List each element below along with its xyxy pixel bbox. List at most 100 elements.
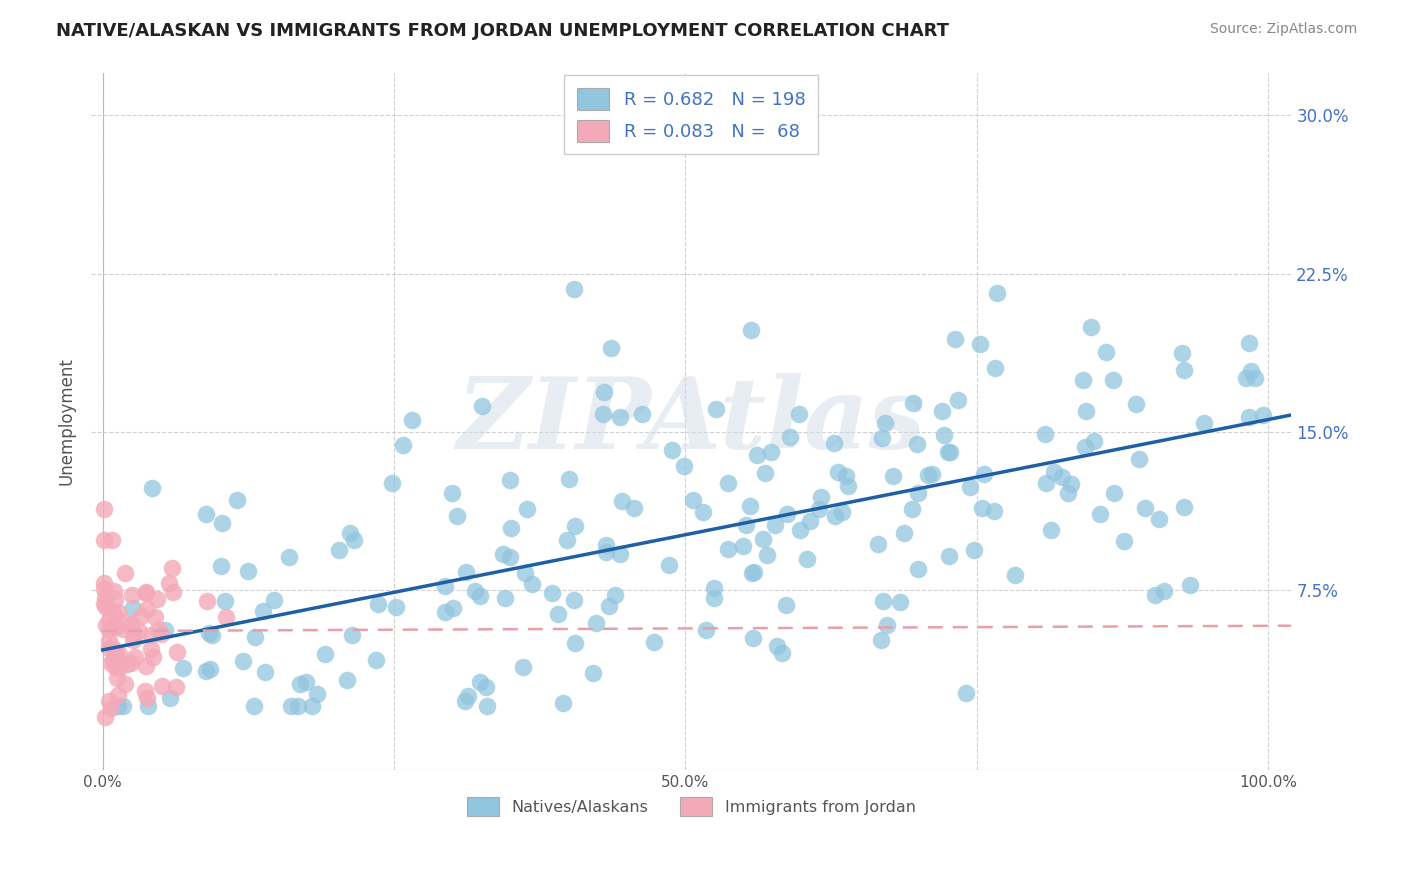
Point [103, 617, 125, 632]
Point [740, 500, 762, 514]
Point [1237, 410, 1260, 425]
Point [108, 661, 131, 675]
Point [717, 475, 740, 490]
Point [1192, 416, 1215, 430]
Point [876, 618, 898, 632]
Point [198, 626, 221, 640]
Point [100, 657, 122, 671]
Point [232, 654, 254, 668]
Point [100, 533, 122, 548]
Point [153, 623, 176, 637]
Point [901, 502, 924, 516]
Point [1240, 364, 1263, 378]
Point [134, 684, 156, 698]
Point [165, 680, 187, 694]
Point [494, 591, 516, 605]
Point [301, 699, 323, 714]
Point [245, 630, 267, 644]
Point [1178, 578, 1201, 592]
Point [93, 576, 115, 591]
Point [128, 624, 150, 638]
Point [765, 639, 787, 653]
Point [101, 653, 124, 667]
Point [882, 468, 904, 483]
Point [1035, 476, 1057, 491]
Point [866, 537, 889, 551]
Point [1153, 583, 1175, 598]
Point [755, 548, 778, 562]
Point [558, 472, 581, 486]
Point [661, 443, 683, 458]
Point [1128, 452, 1150, 467]
Point [595, 538, 617, 552]
Point [740, 323, 762, 337]
Point [122, 601, 145, 615]
Point [520, 577, 543, 591]
Point [875, 417, 897, 431]
Point [934, 427, 956, 442]
Point [513, 566, 536, 580]
Point [835, 469, 858, 483]
Point [470, 589, 492, 603]
Point [598, 599, 620, 613]
Point [893, 526, 915, 541]
Text: Source: ZipAtlas.com: Source: ZipAtlas.com [1209, 22, 1357, 37]
Point [796, 551, 818, 566]
Point [172, 661, 194, 675]
Point [381, 475, 404, 490]
Point [120, 617, 142, 632]
Point [366, 653, 388, 667]
Point [339, 526, 361, 541]
Point [1243, 371, 1265, 385]
Point [141, 481, 163, 495]
Point [252, 604, 274, 618]
Point [94, 710, 117, 724]
Point [475, 699, 498, 714]
Point [141, 649, 163, 664]
Point [612, 493, 634, 508]
Point [108, 647, 131, 661]
Point [955, 686, 977, 700]
Point [692, 505, 714, 519]
Point [810, 490, 832, 504]
Point [93, 501, 115, 516]
Point [464, 584, 486, 599]
Point [457, 690, 479, 704]
Point [1080, 319, 1102, 334]
Point [936, 445, 959, 459]
Point [759, 444, 782, 458]
Point [104, 592, 127, 607]
Point [454, 565, 477, 579]
Point [104, 659, 127, 673]
Point [1147, 512, 1170, 526]
Point [609, 410, 631, 425]
Point [787, 408, 810, 422]
Point [1114, 534, 1136, 549]
Point [194, 664, 217, 678]
Point [129, 608, 152, 623]
Point [104, 645, 127, 659]
Point [139, 628, 162, 642]
Point [1143, 588, 1166, 602]
Point [254, 665, 277, 680]
Point [342, 628, 364, 642]
Point [1251, 409, 1274, 423]
Point [209, 558, 232, 573]
Point [1173, 500, 1195, 515]
Point [1173, 363, 1195, 377]
Point [984, 360, 1007, 375]
Point [384, 600, 406, 615]
Point [1088, 507, 1111, 521]
Point [135, 585, 157, 599]
Point [201, 628, 224, 642]
Point [917, 467, 939, 482]
Point [600, 341, 623, 355]
Point [122, 626, 145, 640]
Point [499, 549, 522, 564]
Point [592, 408, 614, 422]
Point [98, 640, 121, 655]
Point [97, 613, 120, 627]
Point [93, 533, 115, 548]
Point [754, 466, 776, 480]
Point [901, 396, 924, 410]
